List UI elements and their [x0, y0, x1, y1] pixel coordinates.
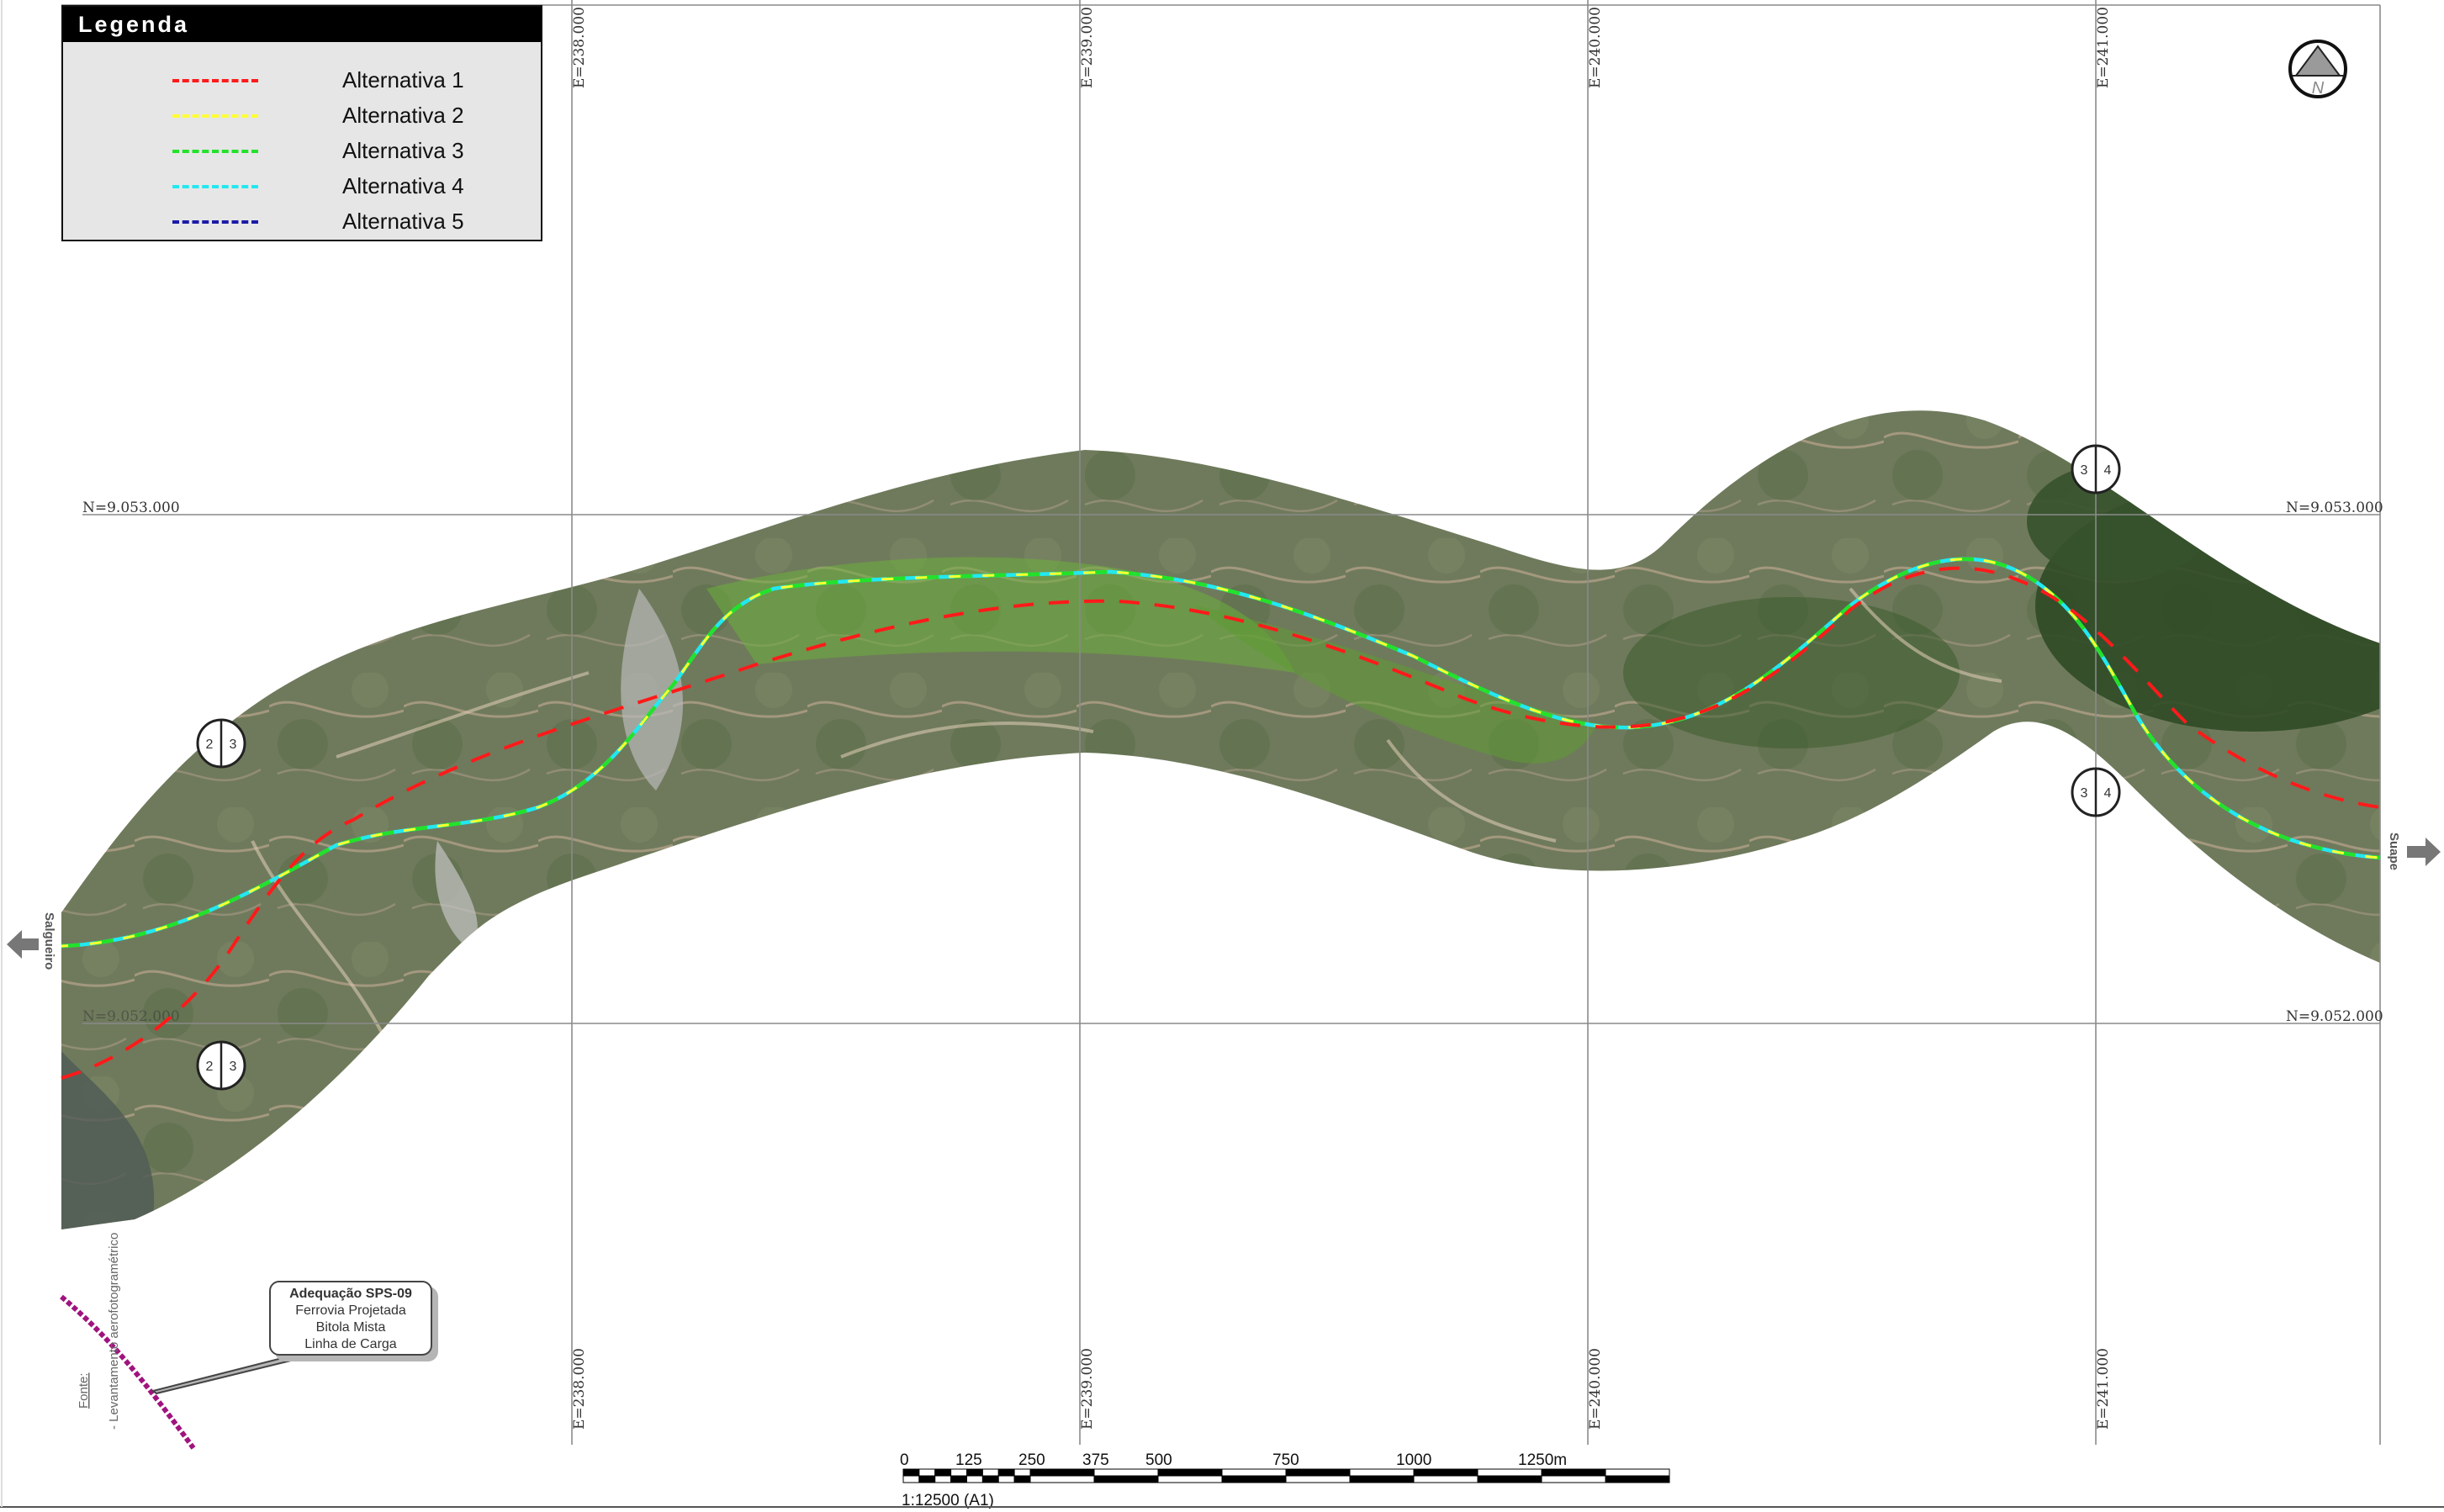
easting-label-top: E=238.000	[571, 7, 588, 88]
legend-title: Legenda	[63, 7, 541, 42]
legend-label: Alternativa 4	[342, 173, 464, 198]
route-alternative-2[interactable]	[61, 558, 2381, 948]
easting-label-top: E=240.000	[1587, 7, 1604, 88]
svg-text:750: 750	[1272, 1451, 1299, 1469]
callout-line: Bitola Mista	[315, 1320, 386, 1335]
svg-text:125: 125	[955, 1451, 982, 1469]
easting-label-bottom: E=239.000	[1079, 1348, 1096, 1430]
legend-label: Alternativa 1	[342, 67, 464, 93]
section-marker: 2 3	[196, 1040, 246, 1091]
section-marker: 3 4	[2071, 767, 2121, 817]
section-marker: 2 3	[196, 718, 246, 769]
callout-pointer	[151, 1352, 301, 1395]
easting-label-top: E=239.000	[1079, 7, 1096, 88]
callout-line: Ferrovia Projetada	[295, 1303, 406, 1318]
scale-ratio: 1:12500 (A1)	[902, 1492, 994, 1509]
svg-text:3: 3	[2081, 463, 2088, 478]
direction-east: Suape	[2387, 833, 2441, 870]
northing-label-right: N=9.052.000	[2286, 1008, 2383, 1025]
route-alternative-1[interactable]	[61, 566, 2381, 1080]
legend-swatch	[172, 79, 258, 82]
section-markers: 2 3 2 3 3 4 3 4	[196, 444, 2121, 1091]
legend-label: Alternativa 5	[342, 209, 464, 234]
svg-text:N: N	[2312, 79, 2325, 98]
section-marker: 3 4	[2071, 444, 2121, 494]
easting-label-bottom: E=238.000	[571, 1348, 588, 1430]
route-alternatives	[61, 557, 2381, 1080]
svg-text:0: 0	[900, 1451, 909, 1469]
direction-west: Salgueiro	[7, 912, 56, 970]
grid-labels: E=238.000 E=239.000 E=240.000 E=241.000 …	[82, 7, 2383, 1430]
svg-text:4: 4	[2104, 463, 2112, 478]
source-heading: Fonte:	[77, 1372, 91, 1409]
callout-title: Adequação SPS-09	[289, 1287, 412, 1301]
northing-label-left: N=9.052.000	[82, 1008, 180, 1025]
svg-text:3: 3	[230, 737, 237, 752]
svg-text:1250m: 1250m	[1518, 1451, 1567, 1469]
scale-bar: 0 125 250 375 500 750 1000 1250m 1:12500…	[900, 1451, 1670, 1509]
legend: Legenda Alternativa 1 Alternativa 2 Alte…	[61, 5, 542, 241]
legend-label: Alternativa 2	[342, 103, 464, 128]
direction-label-west: Salgueiro	[42, 912, 56, 970]
legend-label: Alternativa 3	[342, 138, 464, 163]
easting-label-bottom: E=241.000	[2095, 1348, 2112, 1430]
legend-swatch	[172, 150, 258, 153]
svg-text:2: 2	[206, 1060, 214, 1074]
easting-label-bottom: E=240.000	[1587, 1348, 1604, 1430]
northing-label-left: N=9.053.000	[82, 500, 180, 516]
svg-text:1000: 1000	[1396, 1451, 1431, 1469]
svg-text:500: 500	[1145, 1451, 1172, 1469]
svg-text:375: 375	[1082, 1451, 1109, 1469]
svg-text:2: 2	[206, 737, 214, 752]
route-callout: Adequação SPS-09 Ferrovia Projetada Bito…	[269, 1281, 432, 1356]
direction-label-east: Suape	[2387, 833, 2401, 870]
source-text: - Levantamento aerofotogramétrico	[107, 1233, 121, 1430]
arrow-right-icon	[2407, 838, 2441, 866]
callout-line: Linha de Carga	[304, 1337, 397, 1351]
legend-swatch	[172, 114, 258, 118]
svg-text:4: 4	[2104, 786, 2112, 801]
projected-line-sample	[60, 1294, 196, 1450]
easting-label-top: E=241.000	[2095, 7, 2112, 88]
svg-text:3: 3	[230, 1060, 237, 1074]
north-arrow: N	[2288, 40, 2347, 98]
northing-label-right: N=9.053.000	[2286, 500, 2383, 516]
legend-swatch	[172, 185, 258, 188]
svg-text:250: 250	[1018, 1451, 1045, 1469]
legend-swatch	[172, 220, 258, 224]
aerial-imagery	[61, 410, 2380, 1229]
arrow-left-icon	[7, 930, 39, 959]
svg-text:3: 3	[2081, 786, 2088, 801]
